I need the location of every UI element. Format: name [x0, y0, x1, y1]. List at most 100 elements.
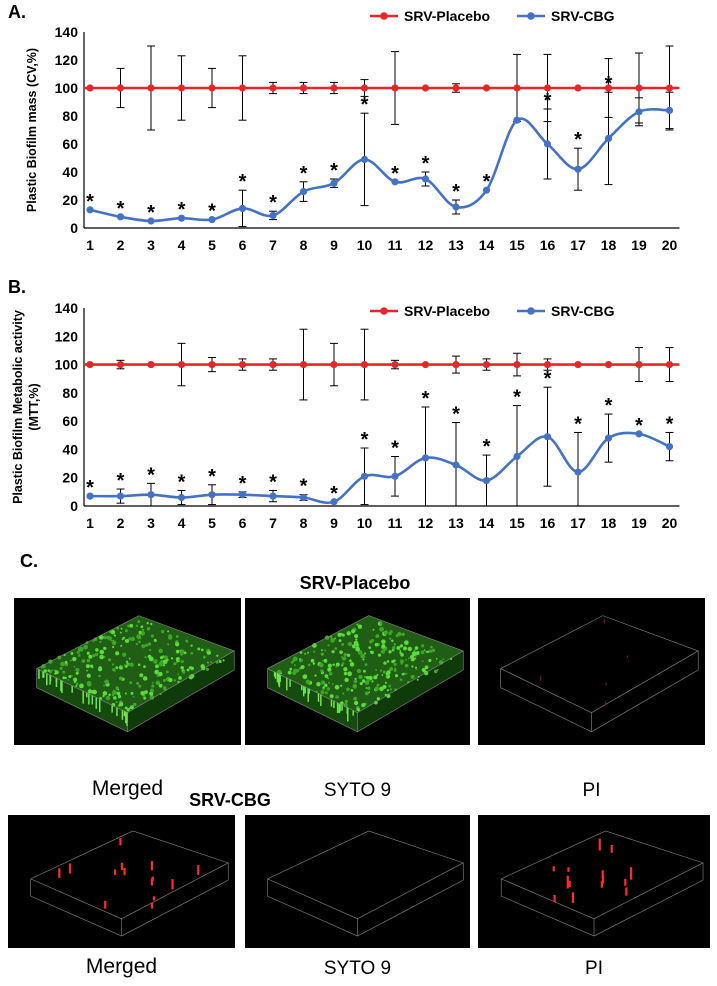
biofilm-side	[127, 650, 235, 732]
point-placebo	[543, 360, 552, 369]
cell-green	[72, 656, 77, 662]
cell-green	[216, 654, 219, 657]
cell-green	[141, 644, 146, 649]
cell-green	[149, 691, 154, 696]
significance-star: *	[483, 171, 491, 193]
significance-star: *	[269, 192, 277, 214]
cell-green	[286, 677, 288, 691]
cell-green	[394, 667, 397, 670]
cell-green	[335, 665, 338, 668]
cell-green	[168, 677, 173, 683]
cell-red	[601, 875, 605, 884]
cell-green	[137, 663, 141, 666]
cell-green	[405, 672, 408, 675]
point-cbg	[177, 493, 186, 502]
cell-green	[162, 659, 168, 665]
point-placebo	[238, 84, 247, 92]
cell-green	[135, 642, 139, 646]
x-tick-label: 18	[601, 237, 617, 250]
cell-green	[404, 663, 409, 668]
x-tick-label: 6	[239, 237, 247, 250]
cell-green	[190, 673, 195, 678]
significance-star: *	[330, 160, 338, 182]
point-cbg	[208, 491, 216, 499]
cell-green	[61, 680, 63, 694]
cell-green	[83, 644, 89, 650]
box-edge	[36, 669, 235, 733]
cell-green	[177, 673, 180, 676]
cell-green	[116, 626, 120, 630]
cell-green	[99, 654, 104, 660]
cell-green	[428, 658, 432, 663]
legend-label: SRV-CBG	[551, 303, 615, 319]
cell-green	[86, 692, 88, 698]
cell-red	[568, 880, 571, 888]
x-tick-label: 7	[269, 237, 277, 250]
cell-green	[383, 661, 387, 665]
cell-green	[55, 677, 58, 688]
cell-green	[357, 624, 363, 629]
x-tick-label: 4	[178, 237, 186, 250]
cell-green	[289, 667, 293, 671]
cell-green	[202, 655, 206, 659]
significance-star: *	[452, 404, 460, 426]
cell-green	[421, 667, 426, 673]
significance-star: *	[544, 368, 552, 390]
cell-green	[400, 662, 403, 665]
cell-green	[320, 694, 322, 706]
cell-green	[379, 622, 383, 625]
cell-green	[379, 669, 383, 672]
cell-green	[334, 637, 337, 640]
point-placebo	[238, 360, 247, 369]
point-cbg	[116, 492, 125, 500]
point-placebo	[482, 360, 491, 369]
x-tick-label: 13	[448, 515, 464, 531]
cell-green	[401, 672, 405, 676]
cell-red	[150, 861, 154, 871]
cell-green	[334, 684, 340, 690]
point-placebo	[330, 84, 338, 92]
x-tick-label: 18	[601, 515, 617, 531]
y-tick-label: 140	[55, 24, 79, 40]
cell-green	[160, 629, 165, 634]
cell-green	[368, 646, 372, 650]
point-placebo	[391, 84, 399, 92]
cell-green	[180, 666, 184, 670]
cell-green	[132, 695, 135, 698]
biofilm-top	[36, 615, 235, 713]
cell-green	[399, 659, 405, 664]
point-cbg	[635, 108, 643, 116]
x-tick-label: 15	[509, 237, 525, 250]
cell-green	[335, 662, 340, 667]
cell-green	[75, 682, 79, 686]
cell-green	[320, 652, 324, 656]
cell-green	[401, 632, 405, 637]
point-placebo	[269, 360, 277, 369]
point-placebo	[116, 360, 125, 369]
cell-green	[112, 668, 116, 672]
cell-green	[173, 662, 177, 666]
significance-star: *	[422, 388, 430, 410]
point-placebo	[635, 84, 643, 92]
cell-green	[105, 695, 111, 701]
cell-green	[112, 645, 115, 649]
cell-green	[327, 644, 330, 647]
micrograph-placebo-syto9-render	[267, 615, 464, 733]
significance-star: *	[269, 471, 277, 493]
cell-green	[130, 636, 136, 642]
y-tick-label: 60	[62, 413, 78, 429]
cell-red	[113, 869, 117, 875]
cell-green	[396, 645, 401, 650]
legend-marker	[380, 307, 388, 315]
cell-green	[411, 651, 417, 657]
cell-green	[128, 707, 131, 710]
cell-green	[163, 687, 167, 691]
cell-green	[367, 686, 371, 691]
caption-cbg-merged: Merged	[85, 955, 158, 978]
cell-green	[126, 708, 130, 712]
y-tick-label: 40	[62, 164, 78, 180]
cell-green	[320, 669, 324, 673]
y-tick-label: 100	[55, 357, 79, 373]
cell-green	[190, 644, 193, 647]
cell-green	[155, 669, 159, 674]
